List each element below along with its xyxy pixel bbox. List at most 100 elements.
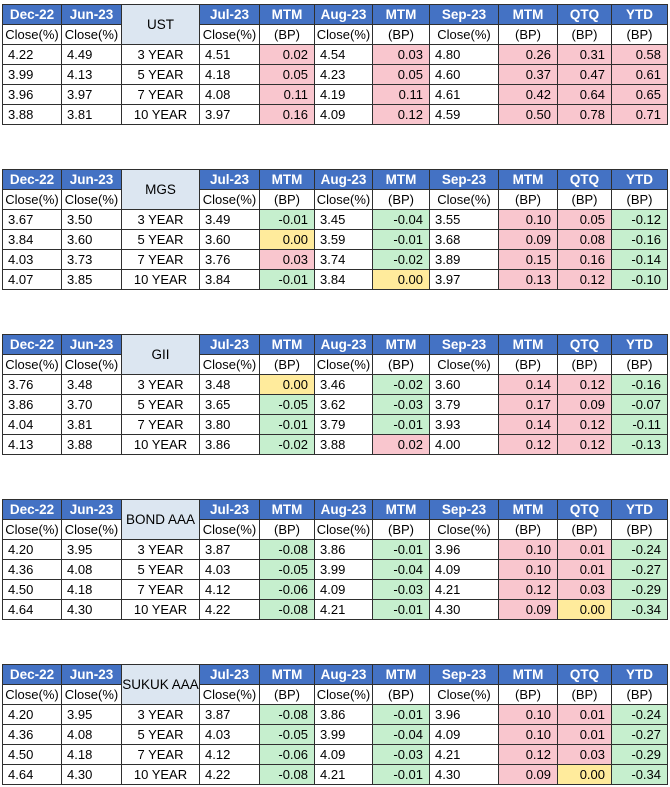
header-jul23: Jul-23 [199,4,260,25]
mtm-jul: -0.01 [259,209,315,230]
close-jun23: 4.30 [61,599,122,620]
close-dec22: 4.20 [2,539,62,560]
qtq-change: 0.78 [557,104,612,125]
close-dec22: 4.64 [2,764,62,785]
subheader-bp: (BP) [498,354,558,375]
ytd-change: -0.12 [611,209,668,230]
subheader-close: Close(%) [61,24,122,45]
ytd-change: -0.24 [611,539,668,560]
table-row: 4.03 3.73 7 YEAR 3.76 0.03 3.74 -0.02 3.89 0.15 0… [2,249,668,270]
close-dec22: 4.22 [2,44,62,65]
close-jun23: 4.30 [61,764,122,785]
ytd-change: -0.34 [611,599,668,620]
subheader-close: Close(%) [61,354,122,375]
close-sep23: 3.89 [429,249,499,270]
header-aug23: Aug-23 [314,499,373,520]
close-dec22: 4.04 [2,414,62,435]
close-jun23: 3.73 [61,249,122,270]
close-jul23: 3.49 [199,209,260,230]
ytd-change: 0.58 [611,44,668,65]
subheader-close: Close(%) [199,189,260,210]
mtm-sep: 0.14 [498,414,558,435]
tenor-label: 5 YEAR [121,559,200,580]
qtq-change: 0.00 [557,764,612,785]
close-dec22: 4.64 [2,599,62,620]
header-ytd: YTD [611,334,668,355]
header-ytd: YTD [611,664,668,685]
mtm-sep: 0.09 [498,599,558,620]
close-sep23: 3.97 [429,269,499,290]
close-aug23: 3.84 [314,269,373,290]
header-row: Dec-22 Jun-23 UST Jul-23 MTM Aug-23 MTM Sep-23 M… [2,4,668,45]
subheader-close: Close(%) [61,684,122,705]
subheader-close: Close(%) [314,354,373,375]
table-row: 3.86 3.70 5 YEAR 3.65 -0.05 3.62 -0.03 3.79 0.17… [2,394,668,415]
close-sep23: 3.96 [429,539,499,560]
header-ytd: YTD [611,4,668,25]
close-jun23: 3.50 [61,209,122,230]
close-sep23: 3.68 [429,229,499,250]
close-jun23: 4.08 [61,724,122,745]
header-jul23: Jul-23 [199,499,260,520]
close-jun23: 3.60 [61,229,122,250]
header-dec22: Dec-22 [2,169,62,190]
table-row: 4.20 3.95 3 YEAR 3.87 -0.08 3.86 -0.01 3.96 0.10… [2,539,668,560]
close-jul23: 4.22 [199,599,260,620]
mtm-jul: -0.08 [259,539,315,560]
subheader-close: Close(%) [61,189,122,210]
subheader-bp: (BP) [372,519,430,540]
header-jun23: Jun-23 [61,169,122,190]
subheader-bp: (BP) [372,189,430,210]
mtm-sep: 0.10 [498,559,558,580]
instrument-label: MGS [121,169,200,210]
close-aug23: 3.99 [314,724,373,745]
close-sep23: 4.21 [429,579,499,600]
mtm-aug: -0.04 [372,209,430,230]
header-mtm: MTM [498,664,558,685]
subheader-bp: (BP) [372,24,430,45]
subheader-close: Close(%) [429,519,499,540]
header-mtm: MTM [259,169,315,190]
tenor-label: 7 YEAR [121,744,200,765]
ytd-change: -0.10 [611,269,668,290]
mtm-jul: 0.16 [259,104,315,125]
close-jun23: 3.81 [61,414,122,435]
subheader-close: Close(%) [314,24,373,45]
close-jul23: 4.51 [199,44,260,65]
mtm-aug: -0.04 [372,559,430,580]
close-dec22: 3.88 [2,104,62,125]
close-dec22: 4.13 [2,434,62,455]
table-row: 4.07 3.85 10 YEAR 3.84 -0.01 3.84 0.00 3.97 0.13… [2,269,668,290]
table-row: 3.84 3.60 5 YEAR 3.60 0.00 3.59 -0.01 3.68 0.09 0… [2,229,668,250]
close-aug23: 3.86 [314,539,373,560]
subheader-close: Close(%) [429,684,499,705]
table-row: 3.67 3.50 3 YEAR 3.49 -0.01 3.45 -0.04 3.55 0.10… [2,209,668,230]
subheader-bp: (BP) [259,189,315,210]
close-dec22: 4.07 [2,269,62,290]
close-jul23: 3.84 [199,269,260,290]
tenor-label: 3 YEAR [121,704,200,725]
subheader-close: Close(%) [199,519,260,540]
tenor-label: 5 YEAR [121,724,200,745]
header-row: Dec-22 Jun-23 SUKUK AAA Jul-23 MTM Aug-23 MTM S… [2,664,668,705]
mtm-sep: 0.09 [498,229,558,250]
header-ytd: YTD [611,169,668,190]
table-row: 4.64 4.30 10 YEAR 4.22 -0.08 4.21 -0.01 4.30 0.0… [2,764,668,785]
table-row: 4.36 4.08 5 YEAR 4.03 -0.05 3.99 -0.04 4.09 0.10… [2,559,668,580]
table-row: 4.13 3.88 10 YEAR 3.86 -0.02 3.88 0.02 4.00 0.12… [2,434,668,455]
close-sep23: 3.60 [429,374,499,395]
qtq-change: 0.09 [557,394,612,415]
header-aug23: Aug-23 [314,4,373,25]
header-qtq: QTQ [557,169,612,190]
instrument-label: BOND AAA [121,499,200,540]
mtm-jul: -0.08 [259,764,315,785]
qtq-change: 0.12 [557,269,612,290]
table-row: 4.50 4.18 7 YEAR 4.12 -0.06 4.09 -0.03 4.21 0.12… [2,579,668,600]
close-sep23: 4.21 [429,744,499,765]
tenor-label: 3 YEAR [121,44,200,65]
subheader-bp: (BP) [259,684,315,705]
close-jul23: 3.80 [199,414,260,435]
close-jun23: 4.13 [61,64,122,85]
instrument-label: UST [121,4,200,45]
header-qtq: QTQ [557,499,612,520]
